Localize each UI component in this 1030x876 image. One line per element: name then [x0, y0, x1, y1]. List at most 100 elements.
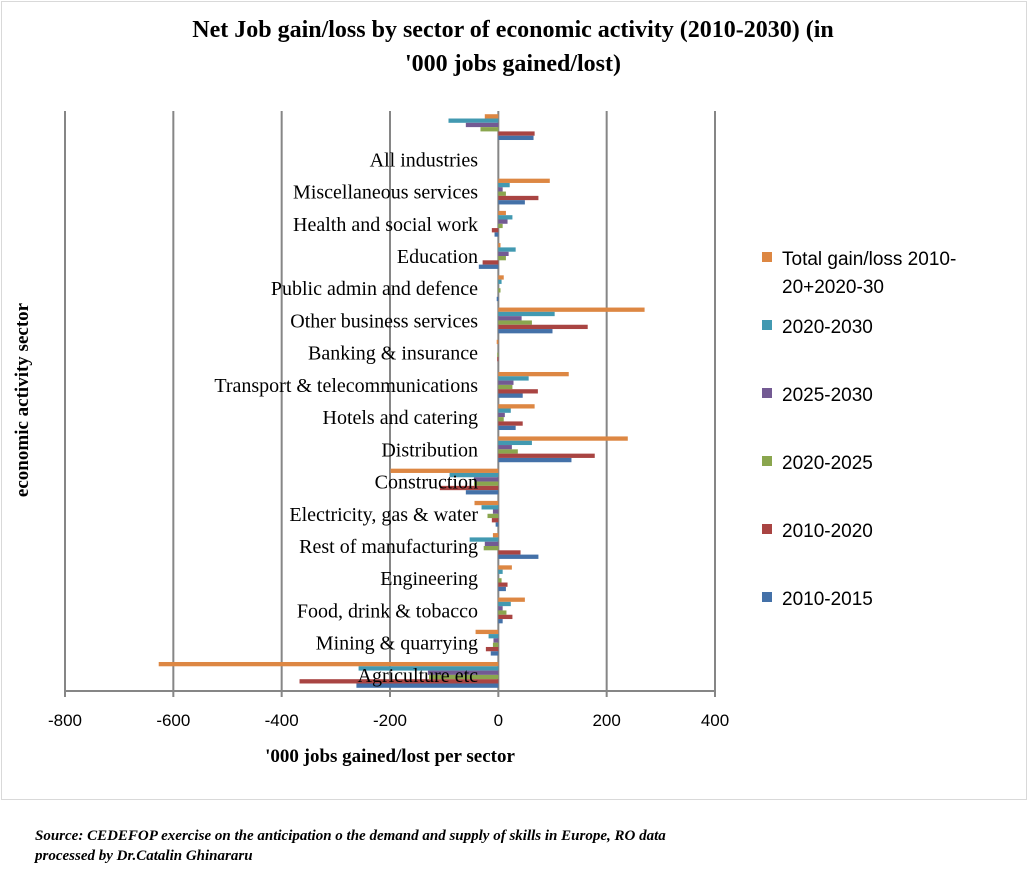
legend-swatch [762, 320, 772, 330]
bar [498, 311, 555, 317]
bar [498, 453, 595, 458]
bar [490, 651, 499, 656]
category-label: All industries [370, 149, 479, 171]
x-axis-title: '000 jobs gained/lost per sector [265, 746, 515, 767]
bar [498, 457, 572, 463]
bar [465, 490, 499, 495]
bar [498, 288, 501, 293]
x-tick-label: -400 [265, 711, 299, 730]
category-label: Public admin and defence [271, 278, 478, 300]
legend-label: 2020-2025 [782, 453, 873, 474]
bar [356, 683, 499, 688]
legend-swatch [762, 592, 772, 602]
bar [498, 376, 529, 381]
legend-swatch [762, 388, 772, 398]
y-axis-title: economic activity sector [12, 302, 33, 497]
category-label: Transport & telecommunications [214, 375, 478, 397]
legend-label: 2010-2020 [782, 521, 873, 542]
bar [484, 114, 499, 119]
bar [498, 279, 502, 284]
bar [495, 522, 499, 527]
bar [358, 666, 499, 671]
source-note: Source: CEDEFOP exercise on the anticipa… [35, 826, 935, 866]
legend: Total gain/loss 2010- 20+2020-30 2020-2030… [762, 249, 956, 610]
bar [498, 554, 539, 559]
bar [498, 425, 516, 431]
x-tick-label: -200 [373, 711, 407, 730]
bar [498, 135, 534, 141]
bar [498, 256, 506, 261]
bar [498, 586, 506, 592]
bar [427, 670, 499, 675]
x-tick-label: 400 [701, 711, 729, 730]
chart-title-line-2: '000 jobs gained/lost) [405, 51, 621, 77]
legend-swatch [762, 456, 772, 466]
bar [492, 533, 499, 538]
legend-swatch [762, 252, 772, 262]
bar [473, 481, 499, 486]
bar [449, 472, 499, 478]
bar [488, 634, 499, 639]
bar [498, 601, 511, 607]
bar [484, 541, 499, 546]
x-tick-label: -600 [156, 711, 190, 730]
bar [494, 232, 499, 237]
bar [498, 440, 532, 446]
bar [498, 320, 532, 325]
legend-swatch [762, 524, 772, 534]
category-label: Electricity, gas & water [289, 504, 478, 526]
source-line-1: Source: CEDEFOP exercise on the anticipa… [35, 828, 666, 844]
x-tick-label: -800 [48, 711, 82, 730]
bar [498, 445, 512, 450]
bar [498, 421, 523, 426]
bar [498, 329, 553, 334]
category-label: Education [397, 246, 478, 268]
bar [498, 219, 508, 224]
bar [498, 223, 503, 229]
bar [498, 565, 512, 570]
bar [487, 513, 499, 519]
category-label: Agriculture etc [358, 665, 479, 687]
bar [498, 404, 535, 409]
bar [498, 582, 508, 587]
bar [493, 638, 499, 643]
bar [498, 215, 513, 220]
bar [480, 127, 499, 132]
bar [498, 324, 588, 330]
bar [492, 642, 499, 647]
bar [498, 371, 569, 377]
bar [498, 191, 506, 196]
bar [497, 356, 499, 362]
category-label: Food, drink & tobacco [297, 600, 478, 622]
bar [498, 389, 538, 394]
bar [498, 597, 525, 602]
bar [448, 118, 499, 123]
bar [497, 352, 499, 357]
bar [474, 500, 499, 506]
category-label: Rest of manufacturing [299, 536, 478, 558]
bar [473, 477, 499, 482]
category-label: Banking & insurance [308, 343, 478, 365]
x-tick-label: 0 [494, 711, 503, 730]
chart-frame [1, 1, 1027, 800]
bar [158, 661, 499, 667]
bar-chart: Net Job gain/loss by sector of economic … [12, 17, 956, 767]
bar [498, 436, 628, 441]
bar [498, 417, 504, 422]
legend-label: 2025-2030 [782, 385, 873, 406]
category-label: Engineering [380, 568, 478, 590]
bar [498, 195, 539, 201]
category-label: Other business services [290, 310, 478, 332]
legend-label: 2020-2030 [782, 317, 873, 338]
bar [465, 122, 499, 128]
bar [491, 518, 499, 523]
bar [498, 393, 523, 398]
bar [482, 260, 499, 265]
bar [498, 619, 503, 624]
x-tick-label: 200 [592, 711, 620, 730]
bar [498, 247, 516, 252]
category-label: Distribution [381, 439, 478, 461]
bar [496, 339, 499, 345]
chart-title-line-1: Net Job gain/loss by sector of economic … [192, 17, 833, 43]
bar [498, 384, 513, 390]
